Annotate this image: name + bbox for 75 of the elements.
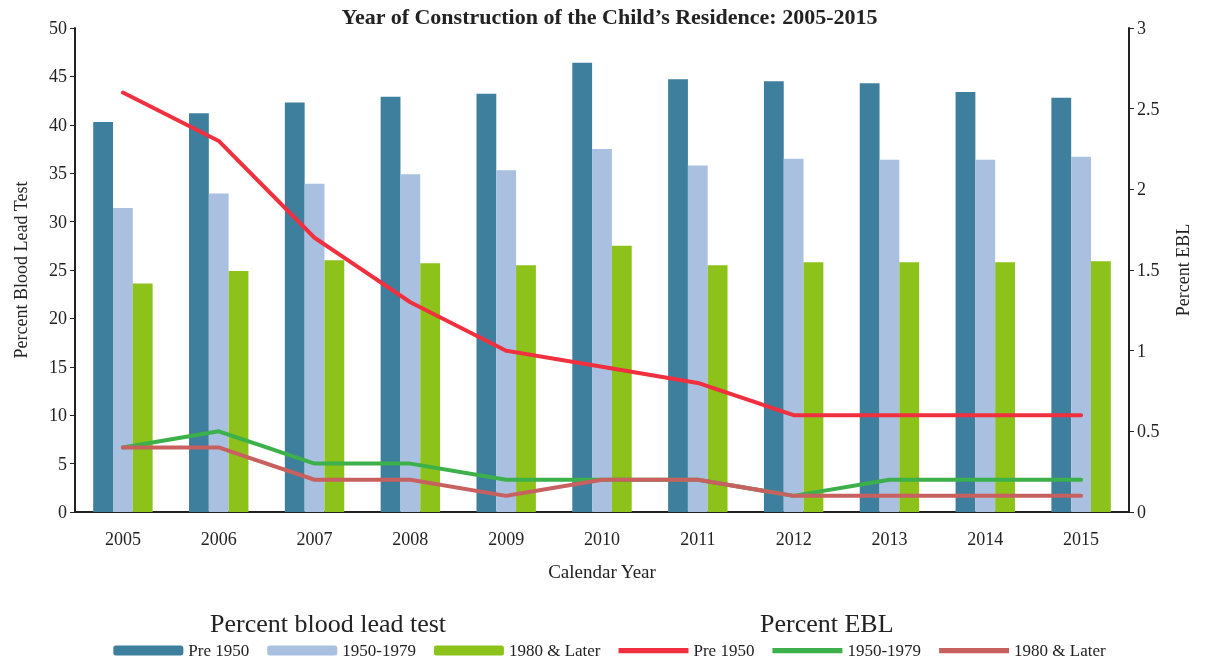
bar <box>284 102 305 512</box>
x-tick-label: 2012 <box>775 529 812 549</box>
y-tick-label: 15 <box>49 356 67 377</box>
bar <box>132 283 153 512</box>
y2-tick-label: 1 <box>1137 340 1146 361</box>
y-tick-label: 0 <box>58 502 67 522</box>
bar <box>228 270 249 512</box>
y-tick-label: 20 <box>49 308 67 329</box>
bar <box>592 149 612 512</box>
x-tick-label: 2013 <box>871 529 908 549</box>
x-tick-label: 2010 <box>584 529 620 549</box>
y2-tick-label: 2.5 <box>1137 98 1160 119</box>
y2-tick-label: 0 <box>1137 502 1146 522</box>
y-tick-label: 50 <box>49 18 67 38</box>
y-axis-title: Percent Blood Lead Test <box>11 181 31 359</box>
bar <box>476 93 497 512</box>
y-tick-label: 45 <box>49 66 67 87</box>
bar <box>93 121 114 512</box>
x-tick-label: 2015 <box>1063 529 1100 549</box>
bar <box>995 262 1015 512</box>
x-tick-label: 2011 <box>680 529 716 549</box>
legend-label: Pre 1950 <box>693 641 755 660</box>
bar <box>572 62 593 512</box>
y2-tick-label: 0.5 <box>1137 421 1160 442</box>
y2-axis-title: Percent EBL <box>1173 223 1193 317</box>
y2-tick-label: 3 <box>1137 18 1146 38</box>
bar <box>783 158 804 512</box>
y2-tick-label: 1.5 <box>1137 260 1160 280</box>
bar <box>304 183 325 512</box>
legend-label: 1980 & Later <box>508 641 601 660</box>
bar <box>496 170 517 512</box>
bar <box>879 159 900 512</box>
bar <box>1051 97 1072 512</box>
x-tick-label: 2008 <box>392 529 429 549</box>
bar <box>763 81 784 512</box>
y-tick-label: 5 <box>58 453 67 474</box>
bar <box>975 159 996 512</box>
x-tick-label: 2007 <box>296 529 333 549</box>
legend-label: 1980 & Later <box>1014 641 1106 660</box>
y-tick-label: 30 <box>49 211 67 232</box>
bar <box>420 263 441 512</box>
x-tick-label: 2005 <box>104 529 141 549</box>
line-series <box>120 90 1084 418</box>
bar <box>380 96 401 512</box>
text: Percent blood lead test <box>210 608 447 638</box>
y-tick-label: 35 <box>49 163 67 184</box>
x-tick-label: 2009 <box>488 529 525 549</box>
legend-label: Pre 1950 <box>188 641 250 660</box>
text: Percent EBL <box>760 608 894 638</box>
legend-label: 1950-1979 <box>342 641 416 660</box>
bar <box>1090 261 1111 512</box>
y-tick-label: 10 <box>49 405 67 426</box>
bar <box>189 113 209 512</box>
x-tick-label: 2006 <box>200 529 237 549</box>
bar <box>803 262 824 512</box>
bar <box>668 79 688 512</box>
bar <box>859 83 880 512</box>
bar <box>516 265 536 512</box>
bar <box>400 174 421 512</box>
bar <box>208 193 229 512</box>
bar <box>687 165 708 512</box>
bar <box>707 265 728 512</box>
x-axis-title: Calendar Year <box>548 561 657 582</box>
legend-label: 1950-1979 <box>847 641 922 660</box>
bar <box>611 245 632 512</box>
bar <box>899 262 920 512</box>
y2-tick-label: 2 <box>1137 179 1146 200</box>
bar <box>324 260 345 512</box>
x-tick-label: 2014 <box>967 529 1004 549</box>
y-tick-label: 25 <box>49 260 67 280</box>
chart-title: Year of Construction of the Child’s Residence: 2005-2015 <box>341 3 878 29</box>
y-tick-label: 40 <box>49 114 67 135</box>
bar <box>1071 156 1091 512</box>
bar <box>955 91 976 512</box>
bar <box>113 208 133 512</box>
